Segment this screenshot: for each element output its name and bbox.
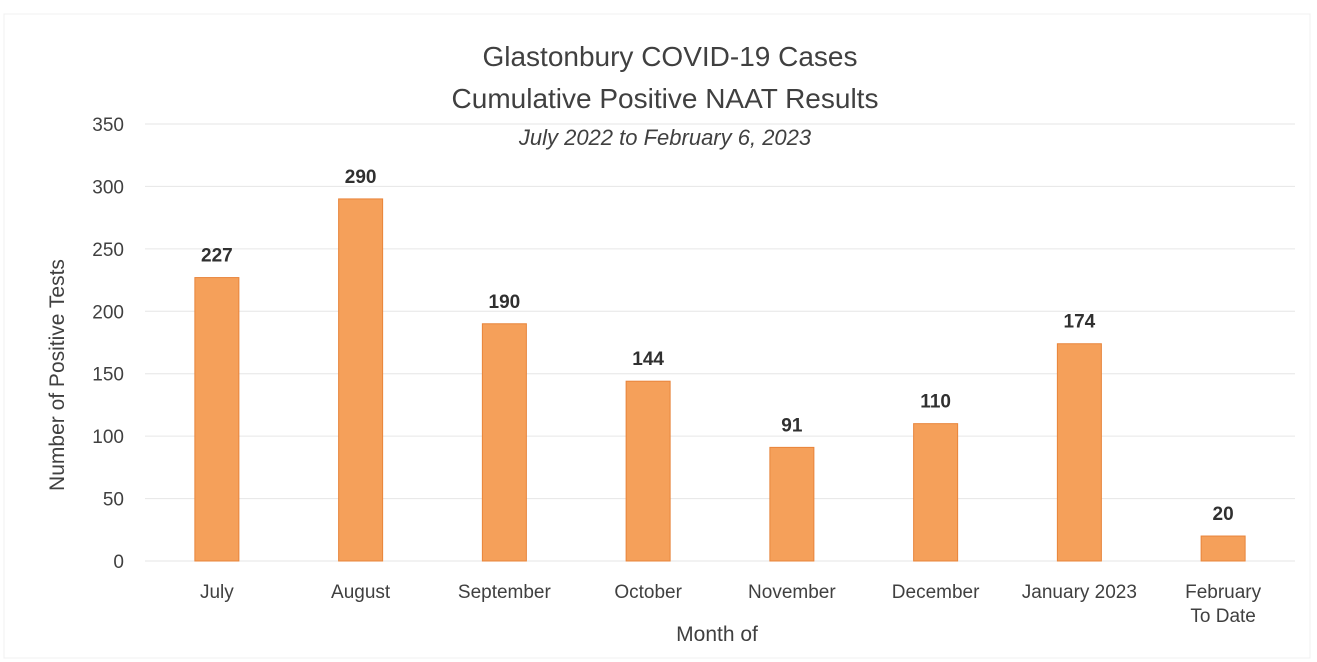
x-tick-label: September [458,582,552,603]
data-label: 290 [345,167,377,188]
bar [481,323,527,562]
data-label: 20 [1213,504,1234,525]
x-tick-label: August [331,582,391,603]
y-tick-label: 350 [92,115,124,136]
bar [913,423,959,562]
y-tick-label: 250 [92,240,124,261]
y-tick-label: 100 [92,427,124,448]
bar [338,198,384,562]
x-tick-label: October [614,582,682,603]
data-label: 227 [201,246,233,267]
x-tick-label: December [892,582,980,603]
y-tick-label: 150 [92,365,124,386]
data-label: 110 [920,392,951,413]
x-axis-label: Month of [676,623,758,646]
y-axis-label: Number of Positive Tests [46,259,69,491]
x-axis-ticks: July August September October November Decemb… [200,582,1262,627]
grid-lines [145,123,1295,562]
data-label: 174 [1064,312,1096,333]
x-tick-label: November [748,582,836,603]
y-tick-label: 200 [92,302,124,323]
y-tick-label: 50 [103,490,124,511]
x-tick-label: January 2023 [1022,582,1137,603]
bar [625,380,671,562]
y-axis-ticks: 0 50 100 150 200 250 300 350 [92,115,124,573]
data-label: 91 [781,415,803,436]
bar [194,277,240,562]
bar [769,446,815,562]
data-label: 144 [632,349,664,370]
x-tick-label: To Date [1190,606,1255,627]
bars [194,198,1246,562]
x-tick-label: July [200,582,234,603]
chart-title-line2: Cumulative Positive NAAT Results [452,83,879,114]
bar [1056,343,1102,562]
data-label: 190 [489,292,521,313]
data-labels: 227 290 190 144 91 110 174 20 [201,167,1234,525]
x-tick-label: February [1185,582,1262,603]
bar [1200,535,1246,562]
y-tick-label: 0 [113,552,124,573]
y-tick-label: 300 [92,177,124,198]
chart-subtitle: July 2022 to February 6, 2023 [518,125,812,150]
chart-title: Glastonbury COVID-19 Cases [482,41,857,72]
